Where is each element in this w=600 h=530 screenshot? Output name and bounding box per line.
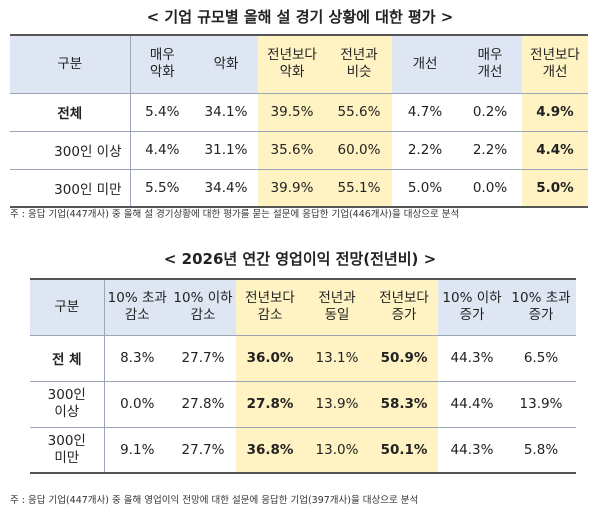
table-cell: 0.2% [458, 92, 522, 131]
header-text: 매우 악화 [149, 47, 175, 81]
table2-title: < 2026년 연간 영업이익 전망(전년비) > [163, 250, 437, 268]
table-row: 300인 미만 9.1% 27.7% 36.8% 13.0% 50.1% 44.… [30, 426, 576, 474]
header-text: 매우 개선 [477, 47, 503, 81]
table-cell: 27.7% [170, 426, 236, 474]
table2-header: 전년보다 감소 [236, 278, 304, 335]
table-cell: 34.4% [194, 168, 258, 208]
table-cell: 4.7% [392, 92, 458, 131]
header-text: 10% 초과 증가 [511, 290, 571, 324]
table1-header: 전년보다 악화 [258, 34, 326, 93]
table-cell: 36.0% [236, 334, 304, 381]
table1-note: 주 : 응답 기업(447개사) 중 올해 설 경기상황에 대한 평가를 묻는 … [10, 209, 460, 220]
table-cell: 36.8% [236, 426, 304, 474]
table-row: 전 체 8.3% 27.7% 36.0% 13.1% 50.9% 44.3% 6… [30, 334, 576, 381]
table-cell: 5.8% [506, 426, 576, 474]
table-cell: 5.0% [522, 168, 588, 208]
table2-header: 10% 이하 증가 [438, 278, 506, 335]
table1-header: 매우 악화 [130, 34, 194, 93]
table-cell: 13.9% [304, 380, 370, 427]
table2-note: 주 : 응답 기업(447개사) 중 올해 영업이익 전망에 대한 설문에 응답… [10, 495, 419, 506]
table-cell: 0.0% [104, 380, 170, 427]
header-text: 10% 이하 증가 [442, 290, 502, 324]
table1-header: 매우 개선 [458, 34, 522, 93]
row-label: 300인 미만 [30, 426, 105, 474]
table-cell: 50.9% [370, 334, 438, 381]
header-text: 개선 [412, 55, 438, 72]
row-label: 300인 이상 [10, 130, 131, 169]
header-text: 10% 이하 감소 [173, 290, 233, 324]
table1-header: 전년과 비슷 [326, 34, 392, 93]
table1-header: 개선 [392, 34, 458, 93]
table-cell: 13.0% [304, 426, 370, 474]
header-text: 전년보다 개선 [530, 47, 580, 81]
table-cell: 55.1% [326, 168, 392, 208]
table-cell: 4.4% [130, 130, 194, 169]
table-cell: 13.9% [506, 380, 576, 427]
table-cell: 5.5% [130, 168, 194, 208]
header-text: 전년보다 감소 [245, 290, 295, 324]
table1-title: < 기업 규모별 올해 설 경기 상황에 대한 평가 > [146, 8, 454, 26]
table2-header: 10% 초과 감소 [104, 278, 170, 335]
table2: 구분 10% 초과 감소 10% 이하 감소 전년보다 감소 전년과 동일 전년… [30, 278, 576, 474]
table-cell: 39.9% [258, 168, 326, 208]
table-cell: 31.1% [194, 130, 258, 169]
header-text: 10% 초과 감소 [107, 290, 167, 324]
table2-header: 10% 초과 증가 [506, 278, 576, 335]
table-cell: 55.6% [326, 92, 392, 131]
table-cell: 27.8% [170, 380, 236, 427]
table-row: 300인 이상 0.0% 27.8% 27.8% 13.9% 58.3% 44.… [30, 380, 576, 427]
table-cell: 34.1% [194, 92, 258, 131]
header-text: 전년과 동일 [318, 290, 356, 324]
table-row: 300인 미만 5.5% 34.4% 39.9% 55.1% 5.0% 0.0%… [10, 168, 588, 208]
table-cell: 58.3% [370, 380, 438, 427]
table-cell: 44.3% [438, 334, 506, 381]
row-label: 300인 미만 [10, 168, 131, 208]
table-cell: 35.6% [258, 130, 326, 169]
table-cell: 2.2% [392, 130, 458, 169]
table-cell: 6.5% [506, 334, 576, 381]
table-row: 300인 이상 4.4% 31.1% 35.6% 60.0% 2.2% 2.2%… [10, 130, 588, 169]
table-cell: 60.0% [326, 130, 392, 169]
row-label: 300인 이상 [30, 380, 105, 427]
table-cell: 13.1% [304, 334, 370, 381]
table-cell: 50.1% [370, 426, 438, 474]
table-row: 전체 5.4% 34.1% 39.5% 55.6% 4.7% 0.2% 4.9% [10, 92, 588, 131]
header-text: 악화 [213, 55, 239, 72]
table2-header-group: 구분 [30, 278, 105, 335]
table1-header: 악화 [194, 34, 258, 93]
table-cell: 39.5% [258, 92, 326, 131]
table-cell: 44.3% [438, 426, 506, 474]
table2-header: 전년과 동일 [304, 278, 370, 335]
row-label: 전체 [10, 92, 131, 131]
row-label: 전 체 [30, 334, 105, 381]
table-cell: 8.3% [104, 334, 170, 381]
table1-header-group: 구분 [10, 34, 131, 93]
table-cell: 27.8% [236, 380, 304, 427]
table-cell: 9.1% [104, 426, 170, 474]
table2-header: 10% 이하 감소 [170, 278, 236, 335]
table-cell: 5.0% [392, 168, 458, 208]
table1-header: 전년보다 개선 [522, 34, 588, 93]
header-text: 전년보다 증가 [379, 290, 429, 324]
table-cell: 2.2% [458, 130, 522, 169]
table2-header: 전년보다 증가 [370, 278, 438, 335]
table-cell: 27.7% [170, 334, 236, 381]
header-text: 전년보다 악화 [267, 47, 317, 81]
table1: 구분 매우 악화 악화 전년보다 악화 전년과 비슷 개선 매우 개선 전년보다… [10, 34, 588, 208]
header-text: 전년과 비슷 [340, 47, 378, 81]
table-cell: 44.4% [438, 380, 506, 427]
table-cell: 4.9% [522, 92, 588, 131]
table-cell: 4.4% [522, 130, 588, 169]
table-cell: 5.4% [130, 92, 194, 131]
table-cell: 0.0% [458, 168, 522, 208]
